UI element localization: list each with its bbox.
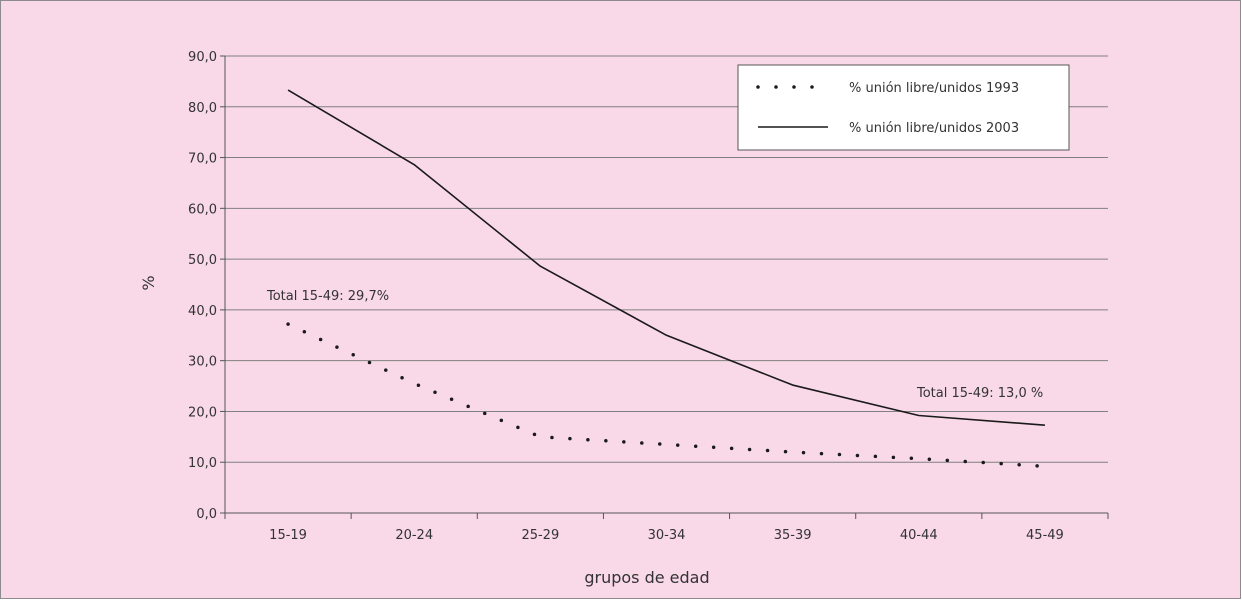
y-tick-label: 50,0 — [188, 253, 217, 268]
y-axis-title: % — [139, 275, 158, 290]
y-tick-label: 40,0 — [188, 304, 217, 319]
x-tick-label: 45-49 — [1026, 528, 1064, 543]
annotation-total-1993: Total 15-49: 29,7% — [266, 289, 389, 304]
legend-label-1993: % unión libre/unidos 1993 — [849, 81, 1019, 96]
series-layer — [286, 89, 1047, 469]
y-tick-label: 90,0 — [188, 50, 217, 65]
axes — [224, 56, 1108, 514]
y-tick-label: 10,0 — [188, 456, 217, 471]
x-axis-title: grupos de edad — [584, 568, 709, 587]
legend-label-2003: % unión libre/unidos 2003 — [849, 121, 1019, 136]
y-axis-ticks: 0,0 10,0 20,0 30,0 40,0 50,0 60,0 70,0 80,0 90,0 — [188, 50, 225, 522]
x-tick-label: 20-24 — [395, 528, 433, 543]
legend: % unión libre/unidos 1993 % unión libre/… — [737, 64, 1070, 151]
legend-box — [737, 64, 1070, 151]
x-tick-label: 30-34 — [648, 528, 686, 543]
y-tick-label: 60,0 — [188, 202, 217, 217]
x-axis-ticks: 15-19 20-24 25-29 30-34 35-39 40-44 45-49 — [224, 513, 1109, 543]
series-line-1 — [287, 89, 1045, 426]
y-tick-label: 70,0 — [188, 152, 217, 167]
y-tick-label: 20,0 — [188, 405, 217, 420]
x-tick-label: 15-19 — [269, 528, 307, 543]
annotation-total-2003: Total 15-49: 13,0 % — [916, 386, 1043, 401]
y-tick-label: 0,0 — [196, 507, 217, 522]
y-tick-label: 30,0 — [188, 355, 217, 370]
grid-lines — [225, 55, 1108, 463]
x-tick-label: 25-29 — [521, 528, 559, 543]
y-tick-label: 80,0 — [188, 101, 217, 116]
x-tick-label: 35-39 — [774, 528, 812, 543]
x-tick-label: 40-44 — [900, 528, 938, 543]
